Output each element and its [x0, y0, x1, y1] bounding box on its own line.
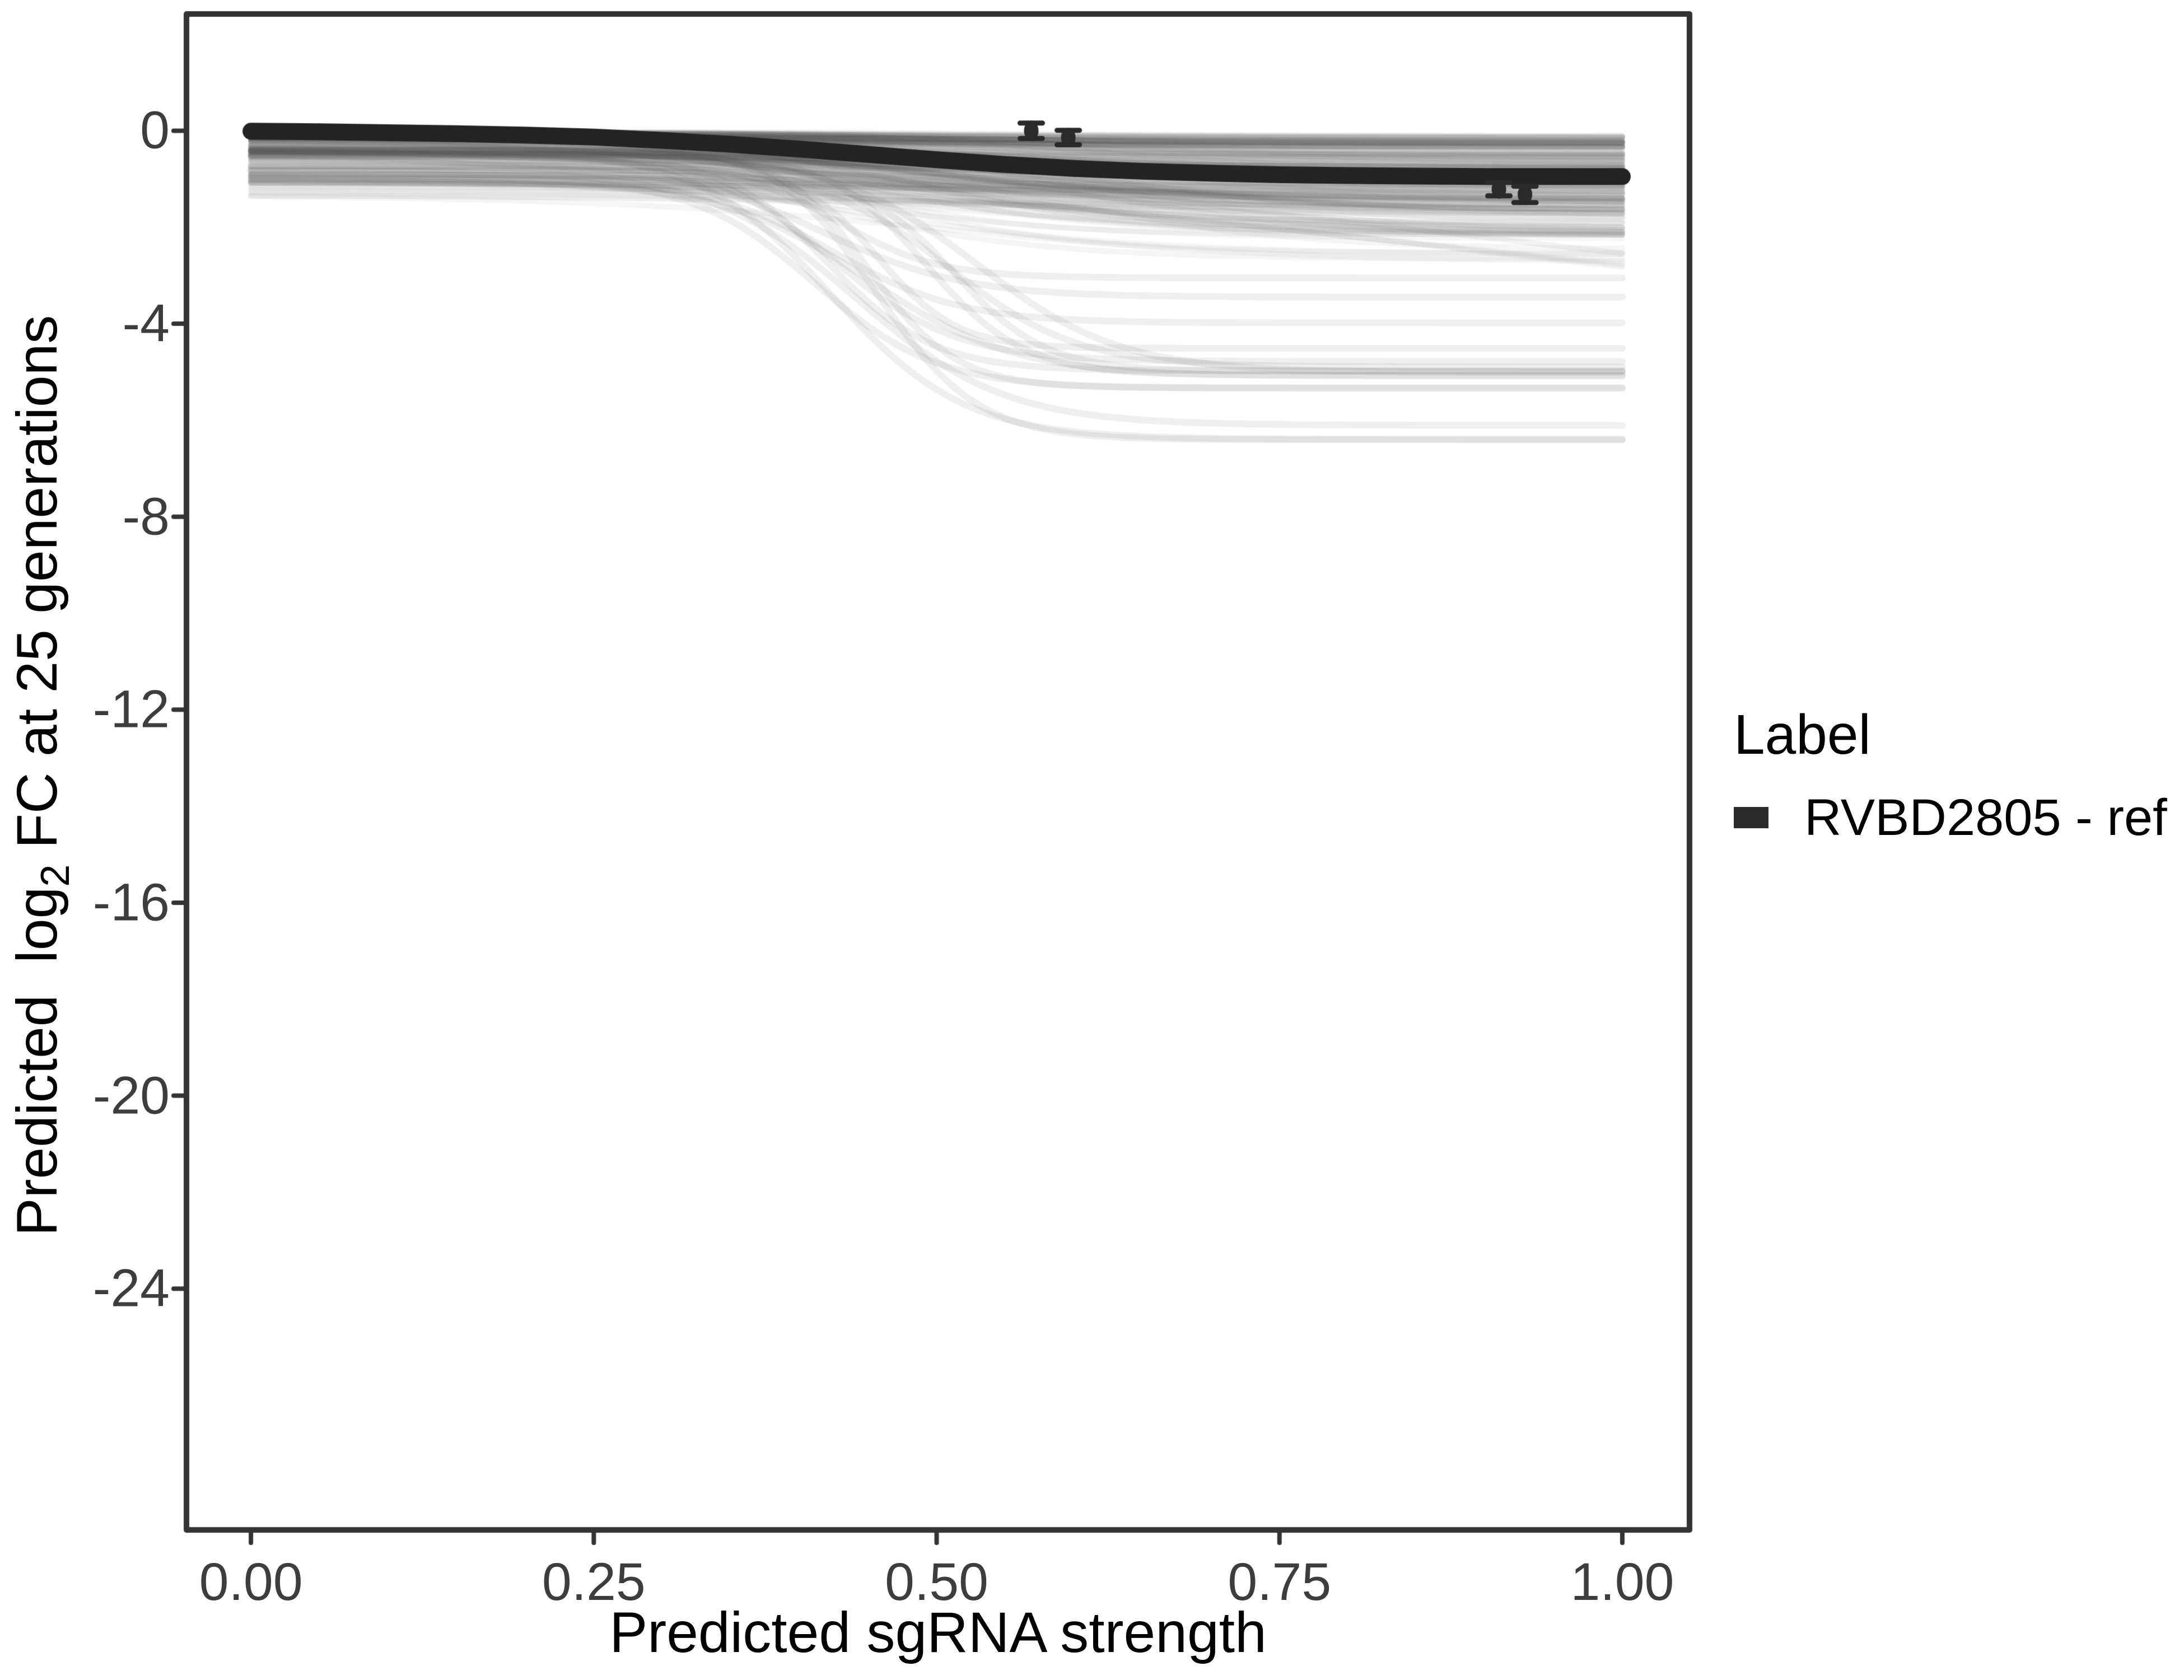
legend-title: Label	[1734, 703, 1871, 766]
y-tick-label: -24	[92, 1258, 170, 1318]
y-tick-label: -4	[122, 293, 170, 353]
legend: Label RVBD2805 - ref	[1734, 703, 2167, 843]
y-tick-label: -20	[92, 1066, 170, 1126]
y-tick-label: -16	[92, 872, 170, 932]
y-tick-label: -12	[92, 679, 170, 739]
legend-key-swatch	[1734, 807, 1768, 828]
legend-item: RVBD2805 - ref	[1734, 792, 2167, 843]
y-axis-title-suffix: FC at 25 generations	[5, 315, 69, 865]
x-tick-label: 1.00	[1570, 1552, 1674, 1612]
y-tick-label: 0	[140, 100, 170, 160]
y-axis-title: Predicted log2 FC at 25 generations	[5, 315, 78, 1236]
x-tick-label: 0.25	[542, 1552, 646, 1612]
x-axis-title: Predicted sgRNA strength	[609, 1600, 1267, 1664]
y-tick-label: -8	[122, 487, 170, 547]
x-tick-label: 0.50	[885, 1552, 988, 1612]
x-tick-label: 0.75	[1228, 1552, 1332, 1612]
x-tick-label: 0.00	[199, 1552, 303, 1612]
legend-item-label: RVBD2805 - ref	[1804, 789, 2167, 846]
y-axis-title-subscript: 2	[33, 864, 78, 887]
y-axis-title-prefix: Predicted log	[5, 886, 69, 1236]
